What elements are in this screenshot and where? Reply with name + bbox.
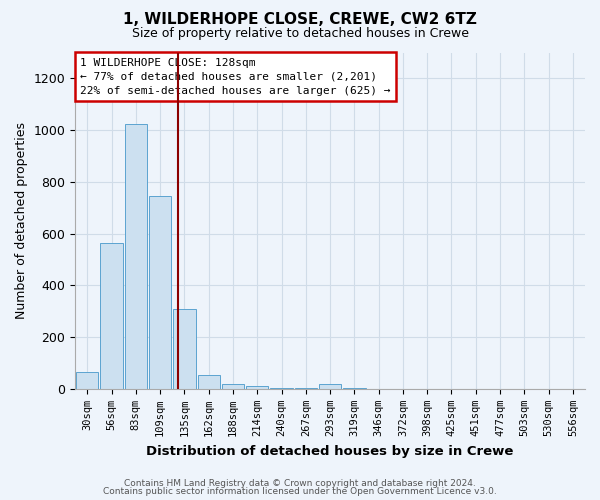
Text: Contains HM Land Registry data © Crown copyright and database right 2024.: Contains HM Land Registry data © Crown c… (124, 478, 476, 488)
Bar (100, 242, 123, 389)
Y-axis label: Number of detached properties: Number of detached properties (15, 122, 28, 319)
Text: 1, WILDERHOPE CLOSE, CREWE, CW2 6TZ: 1, WILDERHOPE CLOSE, CREWE, CW2 6TZ (123, 12, 477, 28)
Bar (343, 388, 365, 389)
Text: Size of property relative to detached houses in Crewe: Size of property relative to detached ho… (131, 28, 469, 40)
Bar (76, 372, 98, 389)
Bar (125, 124, 147, 389)
Text: Contains public sector information licensed under the Open Government Licence v3: Contains public sector information licen… (103, 487, 497, 496)
Bar (271, 388, 293, 389)
Bar (197, 374, 220, 389)
Bar (246, 386, 268, 389)
Bar (149, 196, 171, 389)
Bar (319, 384, 341, 389)
Text: 1 WILDERHOPE CLOSE: 128sqm
← 77% of detached houses are smaller (2,201)
22% of s: 1 WILDERHOPE CLOSE: 128sqm ← 77% of deta… (80, 58, 391, 96)
Bar (222, 384, 244, 389)
Bar (173, 308, 196, 389)
Bar (295, 388, 317, 389)
X-axis label: Distribution of detached houses by size in Crewe: Distribution of detached houses by size … (146, 444, 514, 458)
